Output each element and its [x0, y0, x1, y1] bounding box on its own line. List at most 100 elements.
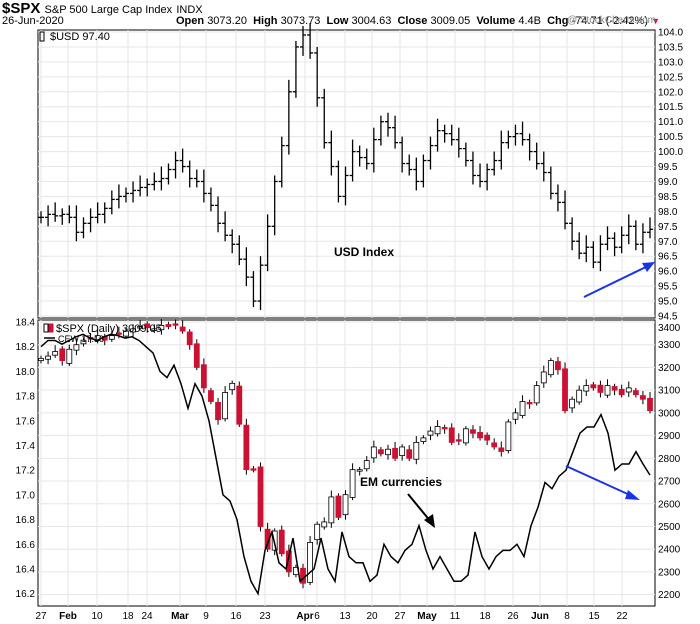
usd-ohlc-bar — [73, 205, 80, 242]
candle-legend-icon — [43, 323, 49, 333]
cew-legend: CEW 17.16 — [58, 334, 104, 344]
x-tick-label: Mar — [171, 611, 189, 622]
cew-y-tick-label: 17.0 — [16, 490, 36, 501]
spx-candle — [618, 384, 625, 398]
em-pointer-arrow — [407, 493, 432, 523]
spx-candle — [73, 338, 80, 356]
spx-candle — [434, 420, 441, 437]
usd-y-tick-label: 97.0 — [658, 237, 678, 248]
usd-y-tick-label: 101.5 — [658, 102, 683, 113]
usd-legend: $USD 97.40 — [50, 31, 110, 43]
spx-y-tick-label: 3100 — [658, 386, 681, 397]
chart-title: $SPX S&P 500 Large Cap Index INDX — [2, 0, 203, 17]
usd-ohlc-bar — [583, 235, 590, 263]
date: 26-Jun-2020 — [2, 15, 64, 27]
em-trend-arrowhead — [625, 490, 640, 500]
x-tick-label: 10 — [91, 611, 103, 622]
usd-y-tick-label: 101.0 — [658, 117, 683, 128]
cew-y-tick-label: 16.6 — [16, 540, 36, 551]
usd-ohlc-bar — [618, 226, 625, 254]
spx-candle — [151, 324, 158, 334]
spx-candle — [597, 380, 604, 398]
spx-candle — [108, 331, 115, 342]
usd-y-tick-label: 104.0 — [658, 28, 683, 39]
usd-y-tick-label: 99.0 — [658, 177, 678, 188]
usd-ohlc-bar — [632, 220, 639, 251]
x-tick-label: 18 — [122, 611, 134, 622]
x-tick-label: Jun — [531, 611, 549, 622]
usd-ohlc-bar — [186, 160, 193, 188]
usd-y-tick-label: 102.5 — [658, 72, 683, 83]
usd-ohlc-bar — [38, 211, 44, 224]
usd-ohlc-bar — [498, 130, 505, 170]
exchange: INDX — [176, 4, 203, 16]
usd-ohlc-bar — [420, 154, 427, 188]
usd-ohlc-bar — [576, 232, 583, 260]
spx-candle — [540, 365, 547, 388]
usd-ohlc-bar — [108, 190, 115, 215]
em-annotation: EM currencies — [360, 475, 442, 489]
spx-candle — [257, 462, 264, 532]
spx-candle — [222, 386, 229, 422]
usd-ohlc-bar — [377, 115, 384, 146]
spx-y-tick-label: 2200 — [658, 590, 681, 601]
usd-ohlc-bar — [250, 271, 257, 308]
usd-annotation: USD Index — [334, 245, 394, 259]
usd-ohlc-bar — [45, 205, 52, 227]
usd-ohlc-bar — [264, 214, 271, 272]
usd-ohlc-bar — [639, 223, 646, 254]
spx-candle — [80, 337, 87, 347]
usd-ohlc-bar — [314, 46, 321, 107]
usd-ohlc-bar — [300, 26, 307, 56]
usd-ohlc-bar — [257, 256, 264, 311]
usd-ohlc-bar — [328, 130, 335, 176]
spx-candle — [278, 525, 285, 557]
usd-ohlc-bar — [158, 166, 165, 191]
x-tick-label: 26 — [507, 611, 519, 622]
usd-ohlc-bar — [413, 157, 420, 191]
usd-ohlc-bar — [130, 181, 137, 203]
x-tick-label: 27 — [35, 611, 47, 622]
spx-candle — [186, 329, 193, 350]
spx-candle — [328, 490, 335, 528]
usd-ohlc-bar — [392, 115, 399, 149]
spx-y-tick-label: 2500 — [658, 522, 681, 533]
usd-ohlc-bar — [569, 217, 576, 251]
spx-candle — [307, 536, 313, 586]
spx-candle — [236, 381, 243, 427]
usd-ohlc-bar — [399, 136, 406, 173]
usd-y-tick-label: 96.0 — [658, 267, 678, 278]
spx-candle — [604, 379, 611, 398]
spx-legend: $SPX (Daily) 3009.05 — [56, 323, 162, 335]
usd-ohlc-bar — [80, 217, 87, 239]
cew-y-tick-label: 17.6 — [16, 416, 36, 427]
usd-ohlc-bar — [469, 151, 476, 185]
usd-ohlc-bar — [151, 172, 158, 191]
em-trend-arrow — [565, 465, 633, 497]
usd-ohlc-bar — [335, 160, 342, 203]
spx-candle — [526, 399, 533, 409]
usd-ohlc-bar — [144, 178, 151, 197]
spx-candle — [137, 320, 144, 331]
spx-candle — [66, 344, 73, 367]
spx-candle — [229, 380, 236, 395]
spx-candle — [250, 466, 257, 473]
usd-ohlc-bar — [243, 247, 250, 287]
spx-y-tick-label: 2700 — [658, 477, 681, 488]
usd-ohlc-bar — [448, 124, 455, 146]
cew-y-tick-label: 16.8 — [16, 515, 36, 526]
spx-candle — [335, 493, 342, 521]
spx-candle — [349, 463, 356, 501]
usd-y-tick-label: 98.0 — [658, 207, 678, 218]
spx-candle — [640, 391, 646, 405]
usd-ohlc-bar — [562, 190, 569, 230]
usd-ohlc-bar — [66, 205, 73, 224]
usd-ohlc-bar — [222, 211, 229, 242]
x-tick-label: 23 — [259, 611, 271, 622]
spx-candle — [399, 444, 406, 461]
spx-candle — [462, 426, 469, 446]
usd-ohlc-bar — [307, 23, 314, 59]
spx-candle — [647, 391, 653, 414]
x-tick-label: 27 — [394, 611, 406, 622]
index-name: S&P 500 Large Cap Index — [44, 4, 173, 16]
